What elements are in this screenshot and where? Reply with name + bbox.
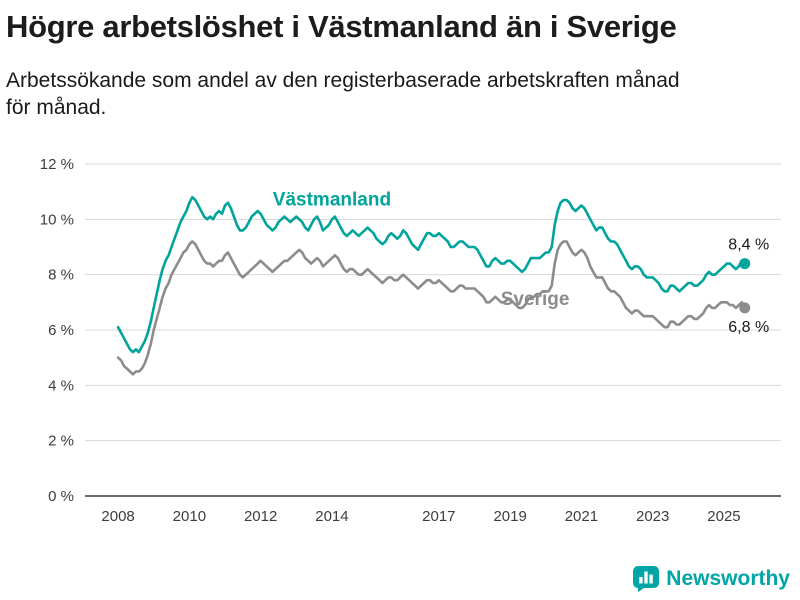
y-tick-label: 2 % [48,433,74,450]
x-tick-label: 2017 [422,508,455,525]
x-tick-label: 2021 [565,508,598,525]
series-label-västmanland: Västmanland [273,190,391,211]
chart-subtitle: Arbetssökande som andel av den registerb… [6,68,680,120]
x-tick-label: 2010 [173,508,206,525]
series-end-dot-sverige [739,302,751,314]
y-tick-label: 10 % [40,211,74,228]
series-line-västmanland [116,196,747,354]
y-tick-label: 8 % [48,267,74,284]
x-tick-label: 2023 [636,508,669,525]
x-tick-label: 2019 [493,508,526,525]
x-tick-label: 2012 [244,508,277,525]
newsworthy-logo-icon [633,566,660,592]
y-tick-label: 12 % [40,156,74,173]
series-line-sverige [116,240,747,376]
y-tick-label: 0 % [48,488,74,505]
series-end-value-sverige: 6,8 % [728,319,769,336]
unemployment-line-chart: 0 % 2 % 4 % 6 % 8 % 10 % 12 % 2008 2010 2012 2014 2… [40,156,781,525]
x-tick-label: 2025 [707,508,740,525]
series-label-sverige: Sverige [501,289,570,310]
x-tick-label: 2014 [315,508,348,525]
chart-title: Högre arbetslöshet i Västmanland än i Sv… [6,9,677,44]
newsworthy-brand-text: Newsworthy [666,567,790,590]
newsworthy-attribution[interactable]: Newsworthy [633,566,790,592]
x-tick-label: 2008 [101,508,134,525]
series-end-dot-västmanland [739,258,751,270]
y-tick-label: 4 % [48,377,74,394]
y-tick-label: 6 % [48,322,74,339]
series-end-value-västmanland: 8,4 % [728,237,769,254]
page: Högre arbetslöshet i Västmanland än i Sv… [6,9,781,525]
